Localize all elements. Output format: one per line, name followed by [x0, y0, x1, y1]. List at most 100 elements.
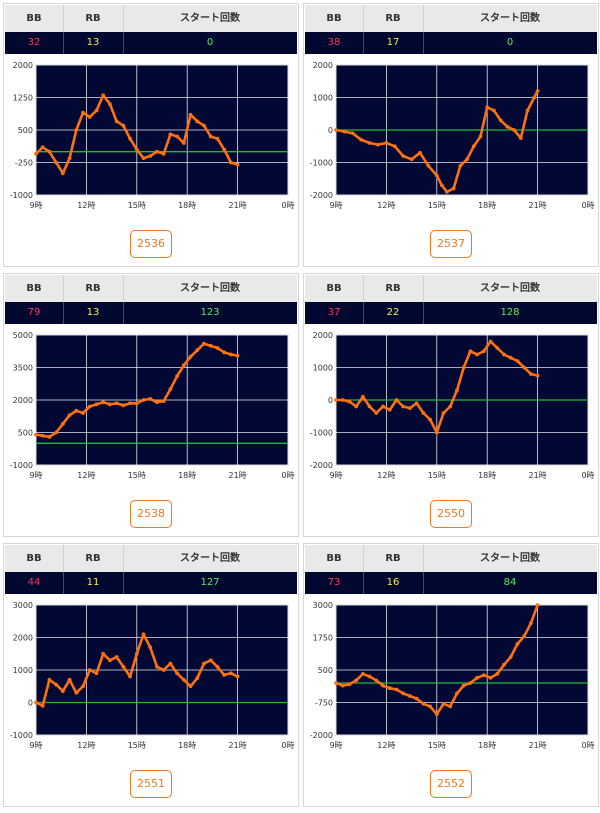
- machine-number-button[interactable]: 2537: [430, 230, 472, 258]
- data-point: [471, 144, 476, 149]
- data-point: [94, 108, 99, 113]
- x-tick-label: 15時: [128, 741, 146, 750]
- data-point: [434, 173, 439, 178]
- data-point: [128, 401, 132, 406]
- slump-chart: 3000 2000 1000 0 -1000 9時 12時 15時 18時 21時 0時: [4, 596, 298, 764]
- data-point: [202, 123, 206, 128]
- y-tick-label: -1000: [310, 159, 333, 168]
- bb-value: 37: [327, 307, 341, 318]
- data-point: [535, 89, 540, 93]
- machine-panel: BB RB スタート回数 73 16 84 3000 1750 500 -750 -2000 9時 12…: [303, 543, 599, 807]
- data-point: [522, 365, 527, 370]
- x-tick-label: 0時: [281, 201, 294, 210]
- y-tick-label: 2000: [13, 61, 33, 70]
- x-tick-label: 9時: [29, 201, 42, 210]
- rb-value: 17: [386, 37, 400, 48]
- rb-header: RB: [385, 283, 401, 294]
- data-point: [87, 115, 92, 119]
- stats-table: BB RB スタート回数 44 11 127: [5, 545, 297, 594]
- start-count-header: スタート回数: [480, 553, 540, 564]
- data-point: [87, 668, 92, 672]
- data-point: [401, 691, 406, 696]
- data-point: [188, 684, 193, 689]
- machine-number-button[interactable]: 2551: [130, 770, 172, 798]
- y-tick-label: 2000: [313, 331, 333, 340]
- y-tick-label: -750: [315, 699, 333, 708]
- divider: [63, 5, 64, 32]
- data-point: [414, 401, 419, 406]
- data-point: [168, 661, 173, 666]
- data-point: [394, 687, 399, 692]
- data-point: [485, 105, 490, 110]
- data-point: [535, 373, 540, 378]
- stats-table: BB RB スタート回数 79 13 123: [5, 275, 297, 324]
- machine-number-button[interactable]: 2552: [430, 770, 472, 798]
- divider: [363, 32, 364, 54]
- data-point: [101, 93, 106, 98]
- data-point: [47, 677, 52, 682]
- machine-number-button[interactable]: 2538: [130, 500, 172, 528]
- data-point: [340, 398, 345, 402]
- data-point: [60, 171, 65, 176]
- machine-panel: BB RB スタート回数 38 17 0 2000 1000 0 -1000 -2000 9時 12時 1…: [303, 3, 599, 267]
- x-tick-label: 15時: [128, 471, 146, 480]
- rb-header: RB: [85, 553, 101, 564]
- x-tick-label: 0時: [281, 741, 294, 750]
- stats-table: BB RB スタート回数 37 22 128: [305, 275, 597, 324]
- start-count-value: 127: [200, 577, 220, 588]
- data-point: [367, 404, 372, 409]
- data-point: [478, 134, 483, 139]
- data-point: [74, 128, 79, 132]
- x-tick-label: 18時: [178, 741, 196, 750]
- x-tick-label: 15時: [428, 201, 446, 210]
- data-point: [168, 132, 173, 137]
- data-point: [40, 145, 45, 150]
- data-point: [54, 160, 59, 165]
- data-point: [215, 346, 220, 350]
- data-point: [175, 374, 180, 379]
- y-tick-label: 1750: [313, 634, 333, 643]
- divider: [423, 545, 424, 572]
- data-point: [208, 343, 213, 348]
- x-tick-label: 0時: [581, 201, 594, 210]
- data-point: [134, 401, 139, 406]
- data-point: [381, 404, 385, 409]
- x-tick-label: 9時: [29, 471, 42, 480]
- machine-panel: BB RB スタート回数 32 13 0 2000 1250 500 -250 -1000 9時 12時…: [3, 3, 299, 267]
- rb-header: RB: [85, 283, 101, 294]
- data-point: [121, 123, 126, 128]
- y-tick-label: 3000: [13, 601, 33, 610]
- data-point: [481, 673, 486, 678]
- data-point: [188, 112, 193, 117]
- slump-chart: 3000 1750 500 -750 -2000 9時 12時 15時 18時 21時 0時: [304, 596, 598, 764]
- data-point: [222, 147, 227, 152]
- y-tick-label: 0: [328, 396, 333, 405]
- divider: [363, 5, 364, 32]
- x-tick-label: 12時: [77, 741, 95, 750]
- start-count-value: 128: [500, 307, 520, 318]
- rb-header: RB: [385, 553, 401, 564]
- data-point: [451, 186, 456, 191]
- data-point: [495, 346, 500, 350]
- slump-chart: 5000 3500 2000 500 -1000 9時 12時 15時 18時 21時 0時: [4, 326, 298, 494]
- divider: [123, 572, 124, 594]
- machine-number-button[interactable]: 2550: [430, 500, 472, 528]
- machine-number-button[interactable]: 2536: [130, 230, 172, 258]
- data-point: [334, 398, 338, 402]
- data-point: [374, 678, 379, 683]
- y-tick-label: 2000: [313, 61, 333, 70]
- data-point: [215, 664, 220, 669]
- data-point: [502, 352, 506, 357]
- data-point: [148, 645, 153, 650]
- divider: [363, 545, 364, 572]
- data-point: [54, 682, 59, 687]
- data-point: [376, 142, 380, 147]
- y-tick-label: 0: [328, 126, 333, 135]
- x-tick-label: 9時: [329, 741, 342, 750]
- data-point: [121, 403, 126, 408]
- data-point: [381, 683, 385, 688]
- data-point: [354, 404, 359, 409]
- data-point: [60, 689, 65, 694]
